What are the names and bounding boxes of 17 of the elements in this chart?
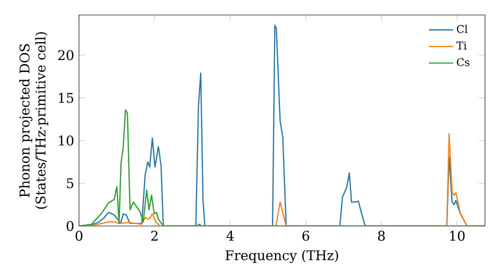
- y-axis-title: Phonon projected DOS (States/THz·primitive cell): [19, 32, 48, 209]
- x-tick-label: 4: [226, 230, 234, 241]
- y-tick-label: 15: [58, 92, 74, 103]
- x-tick-label: 8: [378, 230, 385, 241]
- legend-label: Ti: [456, 42, 467, 50]
- x-tick-label: 10: [450, 230, 465, 241]
- x-tick-label: 0: [76, 230, 82, 241]
- y-tick-label: 20: [58, 50, 74, 60]
- legend-label: Cl: [456, 24, 468, 34]
- legend-label: Cs: [456, 58, 470, 66]
- y-tick-label: 10: [58, 136, 74, 146]
- line-series: [79, 109, 485, 226]
- y-tick-label: 0: [66, 220, 74, 232]
- x-axis-title: Frequency (THz): [226, 250, 338, 264]
- y-tick-label: 5: [66, 178, 74, 188]
- x-tick-label: 2: [151, 230, 158, 241]
- x-tick-label: 6: [302, 230, 310, 241]
